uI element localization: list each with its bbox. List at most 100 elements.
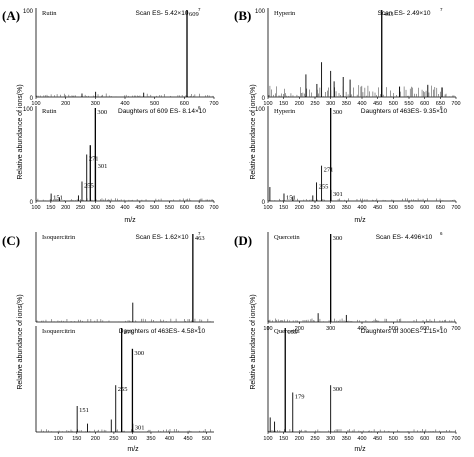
x-tick-label: 150 [279, 205, 288, 211]
scan-label: Daughters of 300ES- 1.15×10 [361, 328, 448, 335]
peak-label: 255 [84, 182, 94, 189]
peak-label: 301 [98, 163, 108, 170]
x-tick-label: 600 [420, 436, 429, 442]
y-tick-label: 0 [262, 200, 266, 206]
y-tick-label: 100 [23, 9, 34, 15]
scan-label: Daughters of 463ES- 9.35×10 [361, 108, 448, 115]
panel-letter: (A) [2, 8, 20, 23]
x-tick-label: 400 [357, 436, 366, 442]
x-tick-label: 300 [91, 205, 100, 211]
scan-exponent: 6 [440, 325, 443, 330]
x-tick-label: 550 [165, 205, 174, 211]
x-tick-label: 400 [120, 205, 129, 211]
x-axis-label: m/z [127, 446, 139, 453]
x-tick-label: 350 [342, 101, 351, 107]
x-tick-label: 200 [295, 436, 304, 442]
scan-exponent: 6 [440, 231, 443, 236]
x-tick-label: 250 [109, 436, 118, 442]
x-tick-label: 600 [180, 205, 189, 211]
scan-exponent: 6 [198, 325, 201, 330]
x-tick-label: 650 [436, 436, 445, 442]
x-tick-label: 250 [310, 101, 319, 107]
scan-exponent: 7 [198, 7, 201, 12]
x-tick-label: 600 [420, 101, 429, 107]
x-tick-label: 150 [46, 205, 55, 211]
scan-label: Scan ES- 5.42×10 [136, 10, 189, 17]
peak-label: 463 [384, 11, 394, 18]
x-tick-label: 250 [310, 205, 319, 211]
peak-label: 300 [134, 350, 144, 357]
peak-label: 271 [124, 329, 134, 336]
x-tick-label: 200 [61, 205, 70, 211]
x-tick-label: 450 [373, 205, 382, 211]
compound-name: Hyperin [274, 108, 296, 115]
x-tick-label: 350 [342, 205, 351, 211]
x-tick-label: 700 [451, 101, 460, 107]
scan-label: Daughters of 463ES- 4.58×10 [119, 328, 206, 335]
x-tick-label: 400 [357, 205, 366, 211]
x-tick-label: 100 [31, 205, 40, 211]
x-tick-label: 700 [451, 326, 460, 332]
scan-exponent: 7 [198, 231, 201, 236]
x-tick-label: 200 [61, 101, 70, 107]
peak-label: 255 [118, 386, 128, 393]
peak-label: 151 [286, 195, 296, 202]
x-tick-label: 100 [263, 101, 272, 107]
scan-exponent: 7 [440, 7, 443, 12]
peak-label: 151 [53, 195, 63, 202]
x-tick-label: 300 [326, 205, 335, 211]
x-tick-label: 100 [31, 101, 40, 107]
x-tick-label: 150 [279, 101, 288, 107]
x-tick-label: 150 [279, 436, 288, 442]
x-tick-label: 300 [326, 326, 335, 332]
panel-letter: (D) [234, 233, 252, 248]
x-tick-label: 550 [404, 436, 413, 442]
peak-label: 179 [295, 393, 305, 400]
compound-name: Quercetin [274, 234, 300, 241]
x-tick-label: 500 [150, 205, 159, 211]
y-tick-label: 100 [255, 107, 266, 113]
peak-label: 300 [333, 235, 343, 242]
x-tick-label: 350 [146, 436, 155, 442]
x-tick-label: 550 [404, 205, 413, 211]
y-axis-label: Relative abundance of ions(%) [250, 294, 257, 389]
peak-label: 255 [319, 183, 329, 190]
x-tick-label: 500 [202, 436, 211, 442]
y-tick-label: 0 [30, 96, 34, 102]
x-tick-label: 200 [295, 205, 304, 211]
y-axis-label: Relative abundance of ions(%) [250, 84, 257, 179]
x-tick-label: 350 [342, 436, 351, 442]
peak-label: 155 [287, 329, 297, 336]
x-tick-label: 450 [183, 436, 192, 442]
x-tick-label: 300 [326, 101, 335, 107]
compound-name: Quercetin [274, 328, 300, 335]
scan-exponent: 6 [198, 105, 201, 110]
x-tick-label: 200 [295, 101, 304, 107]
x-tick-label: 400 [120, 101, 129, 107]
scan-label: Scan ES- 2.49×10 [378, 10, 431, 17]
scan-label: Scan ES- 4.496×10 [376, 234, 433, 241]
scan-label: Daughters of 609 ES- 8.14×10 [118, 108, 206, 115]
x-tick-label: 150 [72, 436, 81, 442]
y-axis-label: Relative abundance of ions(%) [17, 294, 24, 389]
panel-letter: (B) [234, 8, 251, 23]
peak-label: 300 [333, 386, 343, 393]
y-tick-label: 100 [255, 9, 266, 15]
x-tick-label: 700 [209, 101, 218, 107]
peak-label: 271 [324, 167, 334, 174]
x-tick-label: 400 [357, 326, 366, 332]
peak-label: 609 [189, 11, 199, 18]
x-tick-label: 450 [373, 436, 382, 442]
x-tick-label: 700 [209, 205, 218, 211]
x-tick-label: 450 [135, 205, 144, 211]
y-axis-label: Relative abundance of ions(%) [17, 84, 24, 179]
x-tick-label: 600 [420, 205, 429, 211]
y-tick-label: 0 [262, 96, 266, 102]
x-tick-label: 650 [436, 101, 445, 107]
compound-name: Isoquercitrin [42, 234, 76, 241]
compound-name: Rutin [42, 108, 57, 115]
x-tick-label: 100 [263, 436, 272, 442]
x-tick-label: 200 [91, 436, 100, 442]
compound-name: Hyperin [274, 10, 296, 17]
